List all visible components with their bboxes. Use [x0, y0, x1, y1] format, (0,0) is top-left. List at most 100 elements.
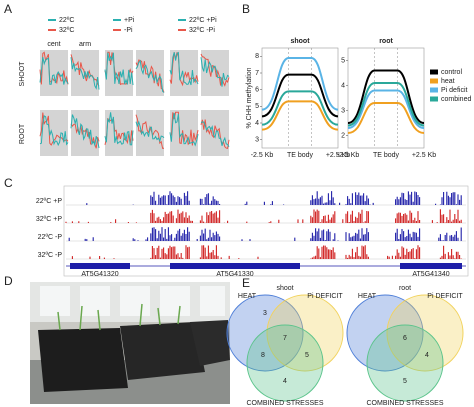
venn-set — [246, 324, 324, 402]
column-label: cent — [47, 41, 60, 48]
y-tick-label: 3 — [341, 107, 345, 114]
legend-swatch — [430, 96, 438, 102]
region-count: 8 — [261, 352, 265, 359]
legend-label: heat — [441, 78, 455, 85]
x-tick-label: TE body — [373, 152, 400, 159]
methylation-profile — [347, 102, 425, 134]
venn-set — [366, 324, 444, 402]
profile-trace — [135, 59, 165, 93]
methylation-profile — [261, 57, 339, 111]
region-count: 5 — [305, 352, 309, 359]
region-count: 4 — [283, 378, 287, 385]
methylation-profile — [261, 73, 339, 118]
profile-trace — [70, 54, 100, 87]
legend-label: combined — [441, 96, 471, 103]
venn-set — [386, 294, 464, 372]
greenhouse-photo — [30, 282, 230, 404]
gene-label: AT5G41320 — [81, 271, 118, 278]
x-tick-label: -2.5 Kb — [337, 152, 360, 159]
gene-label: AT5G41340 — [412, 271, 449, 278]
profile-trace — [200, 53, 230, 87]
profile-trace — [104, 112, 134, 146]
venn-set — [226, 294, 304, 372]
y-tick-label: 4 — [255, 120, 259, 127]
row-label: SHOOT — [19, 61, 26, 87]
y-tick-label: 2 — [341, 132, 345, 139]
profile-trace — [200, 57, 230, 87]
region-count: 5 — [403, 378, 407, 385]
panel-label: A — [4, 2, 12, 16]
legend-label: 22ºC +Pi — [189, 17, 217, 24]
profile-trace — [39, 56, 69, 85]
methylation-profile — [261, 90, 339, 126]
plot-frame — [261, 47, 339, 149]
chart-title: root — [379, 38, 393, 45]
set-label: COMBINED STRESSES — [246, 400, 323, 407]
y-tick-label: 3 — [255, 137, 259, 144]
track-signal — [86, 191, 462, 205]
chart-title: shoot — [290, 38, 310, 45]
legend-label: -Pi — [124, 27, 133, 34]
track-signal — [71, 245, 462, 259]
venn-title: shoot — [276, 285, 293, 292]
track-signal — [65, 209, 462, 223]
profile-trace — [135, 120, 165, 143]
legend-label: control — [441, 69, 462, 76]
y-tick-label: 5 — [341, 57, 345, 64]
set-label: HEAT — [238, 293, 257, 300]
profile-box — [136, 110, 164, 156]
set-label: HEAT — [358, 293, 377, 300]
column-label: arm — [79, 41, 91, 48]
venn-title: root — [399, 285, 411, 292]
venn-set — [266, 294, 344, 372]
x-tick-label: +2.5 Kb — [326, 152, 350, 159]
profile-trace — [200, 119, 230, 149]
legend-label: 32ºC -Pi — [189, 27, 215, 34]
y-axis-label: % CHH methylation — [246, 67, 253, 128]
row-label: ROOT — [19, 123, 26, 144]
gene-model — [170, 263, 300, 269]
region-count: 4 — [425, 352, 429, 359]
profile-trace — [169, 51, 199, 86]
panel-label: E — [242, 276, 250, 290]
profile-trace — [104, 52, 134, 86]
legend-swatch — [430, 69, 438, 75]
browser-frame — [63, 185, 469, 277]
methylation-profile — [347, 82, 425, 127]
track-signal — [68, 227, 462, 241]
legend-label: Pi deficit — [441, 87, 468, 94]
profile-box — [201, 110, 229, 156]
x-tick-label: +2.5 Kb — [412, 152, 436, 159]
y-tick-label: 7 — [255, 70, 259, 77]
set-label: Pi DEFICIT — [307, 293, 343, 300]
profile-box — [40, 110, 68, 156]
y-tick-label: 4 — [341, 82, 345, 89]
profile-trace — [39, 115, 69, 147]
region-count: 7 — [283, 335, 287, 342]
profile-trace — [70, 114, 100, 149]
set-label: COMBINED STRESSES — [366, 400, 443, 407]
y-tick-label: 8 — [255, 53, 259, 60]
profile-trace — [70, 57, 100, 90]
legend-label: 22ºC — [59, 17, 74, 24]
profile-trace — [39, 51, 69, 85]
gene-model — [70, 263, 130, 269]
gene-label: AT5G41330 — [216, 271, 253, 278]
profile-box — [71, 110, 99, 156]
panel-label: C — [4, 176, 13, 190]
venn-set — [346, 294, 424, 372]
panel-label: B — [242, 2, 250, 16]
profile-box — [201, 50, 229, 96]
y-tick-label: 6 — [255, 87, 259, 94]
track-label: 32ºC -P — [38, 252, 63, 259]
track-label: 32ºC +P — [36, 216, 62, 223]
methylation-profile — [347, 89, 425, 129]
profile-trace — [70, 123, 100, 149]
methylation-profile — [261, 100, 339, 131]
set-label: Pi DEFICIT — [427, 293, 463, 300]
plot-frame — [347, 47, 425, 149]
profile-box — [170, 50, 198, 96]
track-label: 22ºC +P — [36, 198, 62, 205]
profile-trace — [200, 121, 230, 147]
